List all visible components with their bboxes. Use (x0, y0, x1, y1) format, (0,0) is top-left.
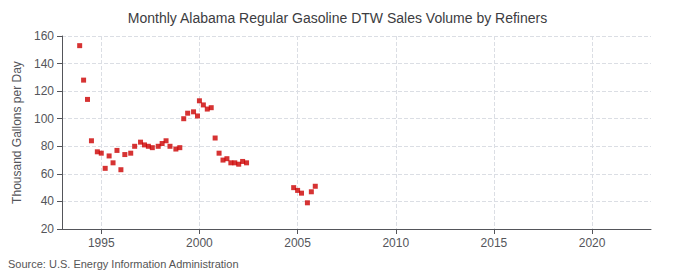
svg-text:60: 60 (41, 167, 55, 181)
svg-text:160: 160 (34, 29, 54, 43)
svg-text:100: 100 (34, 112, 54, 126)
svg-text:2015: 2015 (481, 236, 508, 250)
svg-text:2000: 2000 (186, 236, 213, 250)
svg-text:Source: U.S. Energy Informatio: Source: U.S. Energy Information Administ… (8, 258, 239, 270)
svg-text:Thousand Gallons per Day: Thousand Gallons per Day (10, 61, 24, 204)
svg-text:Monthly Alabama Regular Gasoli: Monthly Alabama Regular Gasoline DTW Sal… (128, 10, 547, 26)
svg-text:2010: 2010 (382, 236, 409, 250)
svg-text:2005: 2005 (284, 236, 311, 250)
svg-text:80: 80 (41, 139, 55, 153)
svg-text:1995: 1995 (88, 236, 115, 250)
svg-text:20: 20 (41, 222, 55, 236)
svg-text:2020: 2020 (579, 236, 606, 250)
svg-text:140: 140 (34, 57, 54, 71)
svg-text:40: 40 (41, 194, 55, 208)
svg-text:120: 120 (34, 84, 54, 98)
